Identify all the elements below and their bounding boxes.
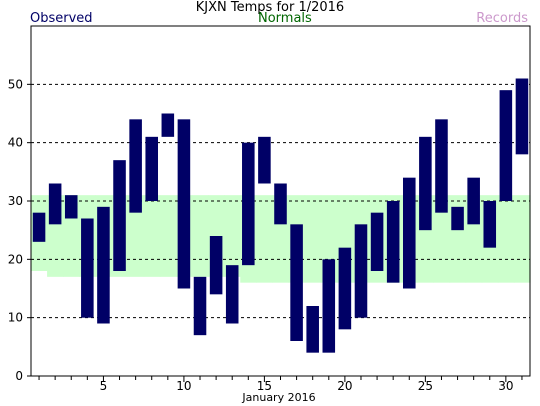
chart-title: KJXN Temps for 1/2016 [195,0,345,15]
observed-bar [419,136,432,231]
normal-range-day [191,195,209,277]
observed-bar [467,177,480,225]
y-tick-label: 50 [8,77,23,91]
y-tick-label: 0 [15,369,23,383]
observed-bar [209,236,223,295]
observed-bar [113,160,126,271]
observed-bar [48,183,62,225]
axes: 0 10 20 30 40 50 5 10 15 20 25 30 [8,77,523,393]
y-tick-label: 20 [8,252,23,266]
observed-bar [451,206,464,231]
normal-range-day [159,195,177,277]
legend-normals: Normals [258,11,312,26]
observed-bar [338,247,352,330]
normal-range-day [224,195,241,277]
x-tick-label: 5 [100,379,108,393]
x-axis-label: January 2016 [242,391,316,404]
observed-bar [354,224,368,318]
observed-bar [242,142,255,266]
observed-bar [290,224,303,341]
observed-bar [64,195,78,219]
x-tick-label: 15 [257,379,272,393]
observed-bar [258,136,271,184]
normal-range-day [497,195,515,283]
observed-bar [386,201,400,283]
observed-bar [483,201,497,248]
observed-bar [81,218,94,318]
observed-bar [193,276,207,336]
normal-range-day [433,195,451,283]
observed-bar [145,136,159,201]
observed-bar [177,119,191,289]
observed-bar [161,113,175,137]
observed-bars [32,78,529,353]
observed-bar [97,206,110,324]
normal-range-day [127,195,145,277]
observed-bar [402,177,416,289]
y-tick-label: 10 [8,311,23,325]
observed-bar [306,306,319,353]
x-tick-label: 10 [176,379,191,393]
x-tick-label: 30 [498,379,513,393]
observed-bar [129,119,142,213]
observed-bar [370,212,384,271]
y-tick-label: 40 [8,136,23,150]
normal-range-day [513,195,531,283]
legend-observed: Observed [30,11,93,26]
x-tick-label: 20 [337,379,352,393]
observed-bar [435,119,448,213]
normal-range-day [256,195,274,283]
observed-bar [32,212,46,242]
normal-range-day [304,195,322,283]
normal-range-day [143,195,161,277]
observed-bar [274,183,287,225]
observed-bar [515,78,529,155]
observed-bar [225,265,239,324]
y-tick-label: 30 [8,194,23,208]
observed-bar [322,259,336,353]
x-tick-label: 25 [418,379,433,393]
observed-bar [499,90,513,201]
legend-records: Records [476,11,528,26]
